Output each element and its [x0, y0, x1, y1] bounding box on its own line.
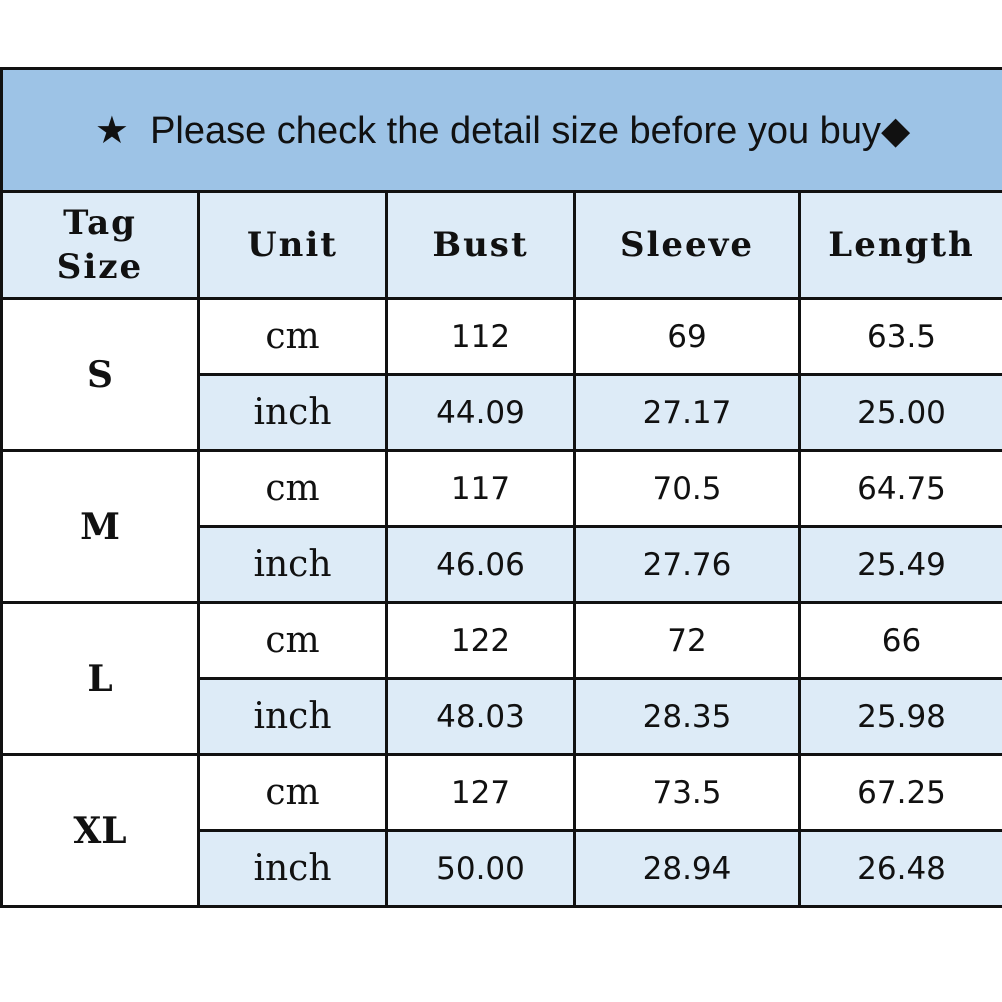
bust-cell: 122 — [385, 601, 576, 680]
unit-cell: inch — [197, 677, 388, 756]
table-row: inch 46.06 27.76 25.49 — [2, 525, 1002, 604]
sleeve-cell: 70.5 — [573, 449, 801, 528]
size-cell: XL — [0, 753, 200, 908]
length-cell: 64.75 — [797, 449, 1002, 528]
length-cell: 26.48 — [797, 829, 1002, 908]
size-cell: S — [0, 297, 200, 452]
sleeve-cell: 69 — [573, 297, 801, 376]
star-icon: ★ — [94, 109, 129, 152]
bust-cell: 50.00 — [385, 829, 576, 908]
length-cell: 63.5 — [797, 297, 1002, 376]
sleeve-cell: 28.35 — [573, 677, 801, 756]
size-chart-table: ★ Please check the detail size before yo… — [0, 67, 1002, 908]
unit-cell: cm — [197, 297, 388, 376]
sleeve-cell: 72 — [573, 601, 801, 680]
length-cell: 67.25 — [797, 753, 1002, 832]
unit-cell: cm — [197, 753, 388, 832]
header-sleeve: Sleeve — [573, 190, 801, 300]
header-tag: Tag — [63, 203, 137, 243]
size-cell: M — [0, 449, 200, 604]
size-cell: L — [0, 601, 200, 756]
header-tag-size: Tag Size — [0, 190, 200, 300]
diamond-icon: ◆ — [880, 109, 911, 152]
unit-cell: cm — [197, 449, 388, 528]
length-cell: 25.49 — [797, 525, 1002, 604]
title-banner: ★ Please check the detail size before yo… — [0, 67, 1002, 193]
header-unit: Unit — [197, 190, 388, 300]
table-row: inch 50.00 28.94 26.48 — [2, 829, 1002, 908]
header-row: Tag Size Unit Bust Sleeve Length — [0, 190, 1002, 300]
length-cell: 66 — [797, 601, 1002, 680]
header-length: Length — [797, 190, 1002, 300]
unit-cell: inch — [197, 525, 388, 604]
sleeve-cell: 27.76 — [573, 525, 801, 604]
header-bust: Bust — [385, 190, 576, 300]
bust-cell: 46.06 — [385, 525, 576, 604]
bust-cell: 127 — [385, 753, 576, 832]
header-size: Size — [56, 247, 144, 287]
title-text: Please check the detail size before you … — [150, 109, 881, 152]
length-cell: 25.98 — [797, 677, 1002, 756]
unit-cell: inch — [197, 829, 388, 908]
table-row: XL cm 127 73.5 67.25 — [0, 753, 1002, 908]
table-row: inch 48.03 28.35 25.98 — [2, 677, 1002, 756]
bust-cell: 112 — [385, 297, 576, 376]
sleeve-cell: 27.17 — [573, 373, 801, 452]
length-cell: 25.00 — [797, 373, 1002, 452]
bust-cell: 48.03 — [385, 677, 576, 756]
table-row: inch 44.09 27.17 25.00 — [2, 373, 1002, 452]
bust-cell: 117 — [385, 449, 576, 528]
unit-cell: inch — [197, 373, 388, 452]
bust-cell: 44.09 — [385, 373, 576, 452]
unit-cell: cm — [197, 601, 388, 680]
sleeve-cell: 73.5 — [573, 753, 801, 832]
sleeve-cell: 28.94 — [573, 829, 801, 908]
